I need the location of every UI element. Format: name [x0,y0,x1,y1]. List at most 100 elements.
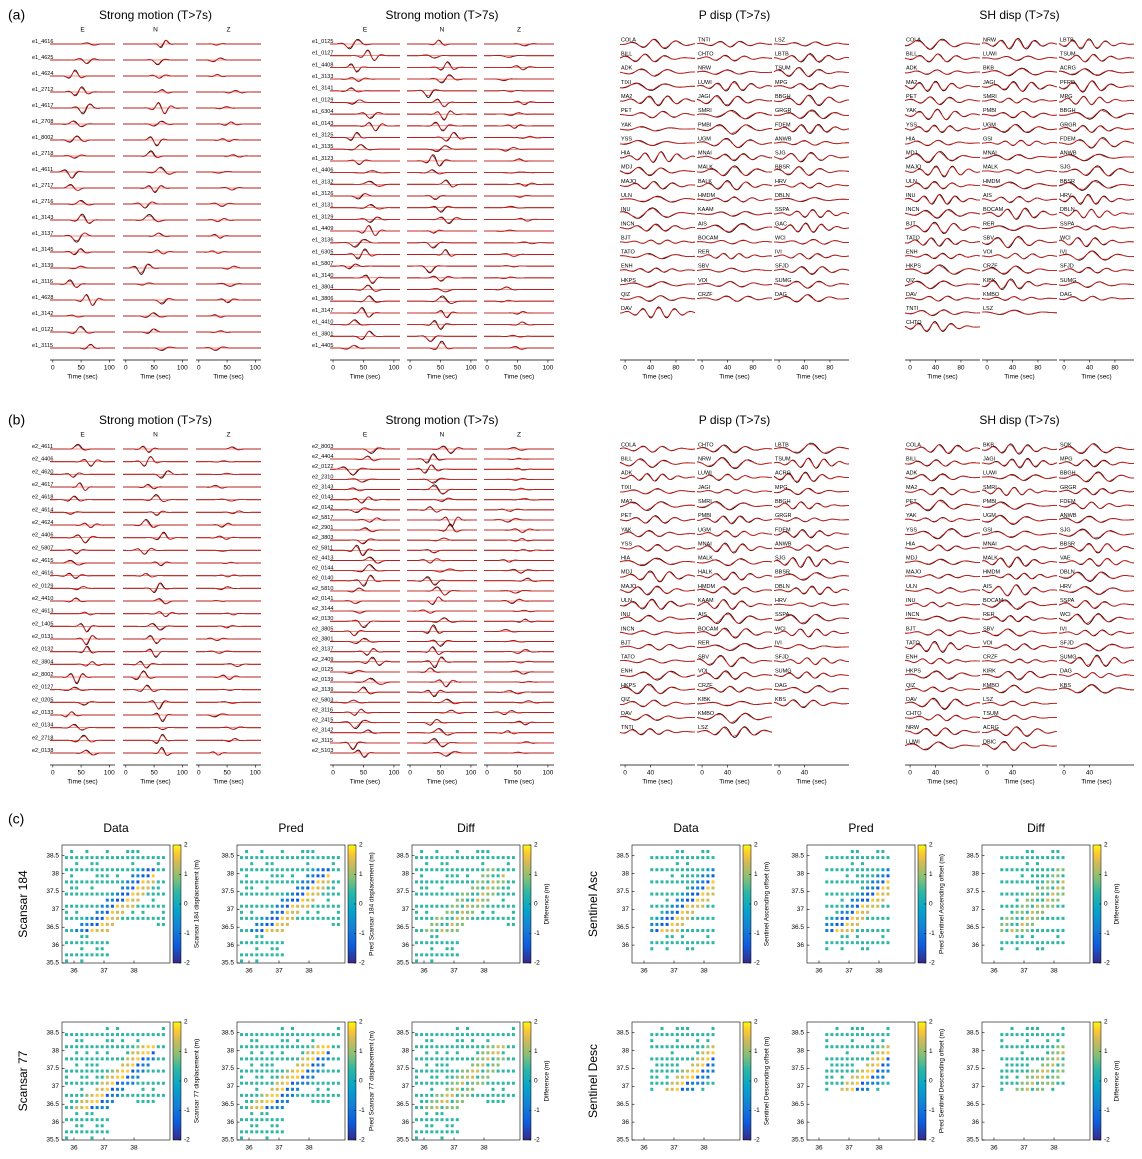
insar-sample [255,1039,259,1043]
insar-sample [655,1069,659,1073]
insar-sample [306,886,310,890]
insar-sample [491,1093,495,1097]
insar-sample [280,1106,284,1110]
observed-trace [330,112,400,119]
station-label: TATO [906,235,920,241]
insar-sample [435,941,439,945]
insar-sample [886,856,890,860]
synthetic-trace [123,582,188,593]
insar-sample [680,868,684,872]
station-label: VOI [698,278,708,284]
station-label: CHTO [698,442,714,448]
insar-sample [415,868,418,872]
insar-sample [855,898,859,902]
insar-sample [90,1112,94,1116]
insar-sample [1010,910,1014,914]
group-title: Strong motion (T>7s) [385,413,498,427]
insar-sample [881,935,885,939]
insar-sample [136,1033,140,1037]
insar-sample [255,1118,259,1122]
insar-sample [255,904,259,908]
synthetic-trace [407,577,477,585]
panel-label: (a) [8,7,25,23]
insar-sample [665,1069,669,1073]
synthetic-trace [330,708,400,716]
insar-sample [680,941,684,945]
insar-sample [301,886,305,890]
insar-sample [861,874,864,878]
insar-sample [326,1081,330,1085]
insar-sample [425,953,429,957]
insar-sample [95,1063,99,1067]
panel-label: (c) [8,811,24,827]
insar-sample [1061,929,1065,933]
insar-sample [445,1081,449,1085]
insar-sample [430,1069,434,1073]
station-label: ACRG [775,471,791,477]
insar-sample [65,1093,68,1097]
x-tick-label: 38 [480,1145,488,1152]
insar-sample [435,1118,439,1122]
synthetic-trace [330,99,400,105]
insar-sample [250,1039,254,1043]
insar-sample [1000,1075,1004,1079]
insar-sample [1056,935,1060,939]
y-tick-label: 36.5 [616,924,629,931]
insar-sample [275,953,279,957]
x-tick-label: 0 [1062,770,1066,777]
synthetic-trace [619,140,695,146]
y-tick-label: 37.5 [46,888,59,895]
synthetic-trace [330,699,400,704]
insar-sample [871,1045,875,1049]
insar-sample [275,892,279,896]
insar-sample [881,892,885,896]
insar-sample [440,929,444,933]
station-label: VOI [983,640,993,646]
y-tick-label: 37 [227,1083,235,1090]
insar-sample [291,868,294,872]
insar-sample [245,1106,249,1110]
colorbar-tick-label: 0 [359,901,363,908]
insar-sample [425,1112,429,1116]
insar-sample [886,1069,890,1073]
insar-sample [425,886,429,890]
insar-sample [265,1063,269,1067]
insar-sample [1020,910,1024,914]
insar-sample [460,892,464,896]
insar-sample [855,1057,859,1061]
insar-sample [481,862,485,866]
insar-sample [280,1093,284,1097]
synthetic-trace [407,497,477,502]
synthetic-trace [196,121,261,126]
insar-sample [80,892,84,896]
insar-sample [455,874,459,878]
insar-sample [1041,892,1045,896]
insar-sample [711,1057,715,1061]
insar-sample [440,1136,444,1140]
insar-sample [850,856,854,860]
insar-sample [1000,892,1004,896]
insar-sample [430,856,434,860]
observed-trace [123,298,188,305]
insar-sample [825,941,829,945]
insar-sample [435,929,439,933]
insar-sample [270,874,274,878]
insar-sample [1061,1069,1065,1073]
station-label: BJT [621,640,631,646]
insar-sample [285,1093,289,1097]
insar-sample [255,941,259,945]
observed-trace [123,712,188,723]
insar-sample [430,959,434,963]
insar-sample [245,941,249,945]
insar-sample [136,1063,140,1067]
y-tick-label: 37.5 [46,1065,59,1072]
insar-sample [161,880,165,884]
observed-trace [50,623,115,633]
station-label: MALK [983,165,998,171]
y-tick-label: 36.5 [616,1101,629,1108]
insar-sample [1015,1057,1019,1061]
synthetic-trace [123,58,188,65]
insar-sample [116,856,119,860]
insar-sample [291,892,294,896]
insar-sample [100,1081,104,1085]
